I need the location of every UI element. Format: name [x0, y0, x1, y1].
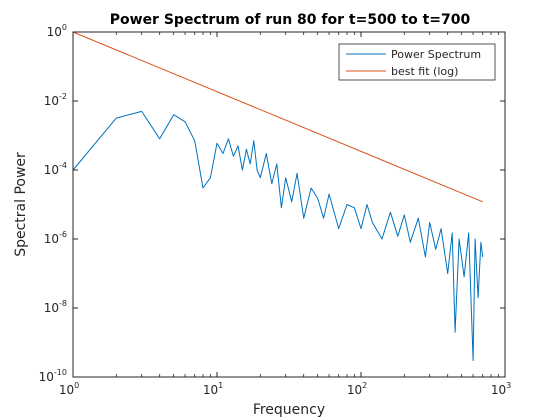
y-axis-label: Spectral Power — [13, 152, 29, 257]
plot-area — [73, 32, 505, 377]
x-tick-label-3: 103 — [491, 381, 511, 397]
y-tick-label-0: 100 — [47, 23, 67, 39]
y-tick-label-1: 10-2 — [44, 92, 67, 108]
x-tick-label-2: 102 — [347, 381, 367, 397]
axes-box — [72, 31, 506, 378]
chart-title: Power Spectrum of run 80 for t=500 to t=… — [110, 12, 471, 28]
y-tick-label-3: 10-6 — [44, 230, 67, 246]
tick-layer: 100 101 102 103 100 10-2 10-4 10-6 10-8 10-10 — [39, 23, 512, 397]
x-tick-label-0: 100 — [59, 381, 79, 397]
legend-label-power-spectrum: Power Spectrum — [391, 48, 481, 61]
legend-box — [338, 43, 496, 81]
legend: Power Spectrum best fit (log) — [338, 43, 496, 81]
legend-label-best-fit: best fit (log) — [391, 65, 458, 78]
x-axis-label: Frequency — [253, 402, 325, 418]
y-tick-label-2: 10-4 — [44, 161, 67, 177]
series-line-power-spectrum — [72, 110, 484, 361]
x-tick-label-1: 101 — [203, 381, 223, 397]
y-tick-label-4: 10-8 — [44, 299, 67, 315]
series-layer — [72, 31, 484, 361]
series-line-best-fit — [72, 31, 483, 203]
y-tick-label-5: 10-10 — [39, 368, 67, 384]
